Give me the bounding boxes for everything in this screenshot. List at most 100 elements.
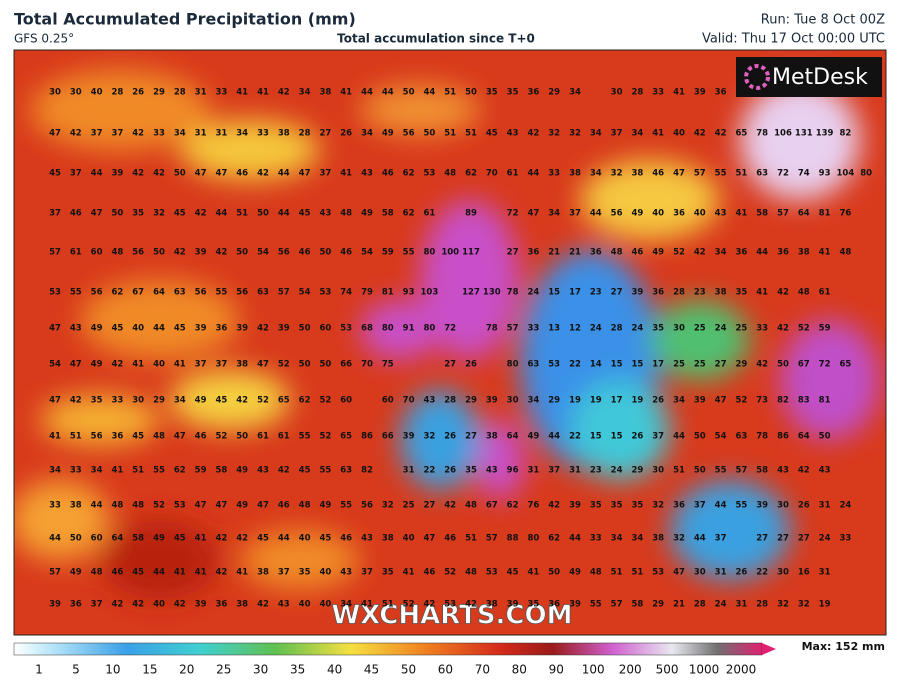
grid-value: 41 (340, 169, 352, 179)
grid-value: 74 (340, 288, 352, 298)
grid-value: 39 (694, 396, 706, 406)
colorbar-label: 30 (253, 663, 268, 677)
grid-value: 24 (527, 288, 539, 298)
grid-value: 46 (195, 432, 207, 442)
grid-value: 43 (715, 209, 727, 219)
subtitle: Total accumulation since T+0 (337, 32, 535, 46)
grid-value: 30 (70, 88, 82, 98)
grid-value: 34 (590, 129, 602, 139)
grid-value: 64 (798, 209, 810, 219)
grid-value: 60 (91, 534, 103, 544)
grid-value: 47 (423, 534, 435, 544)
grid-value: 42 (174, 600, 186, 610)
grid-value: 43 (486, 466, 498, 476)
grid-value: 46 (423, 568, 435, 578)
grid-value: 27 (715, 360, 727, 370)
grid-value: 57 (49, 248, 61, 258)
grid-value: 43 (777, 466, 789, 476)
grid-value: 34 (299, 88, 311, 98)
grid-value: 61 (819, 288, 831, 298)
grid-value: 40 (299, 534, 311, 544)
grid-value: 47 (673, 169, 685, 179)
grid-value: 39 (111, 169, 123, 179)
grid-value: 76 (527, 501, 539, 511)
grid-value: 38 (715, 288, 727, 298)
grid-value: 53 (174, 501, 186, 511)
grid-value: 59 (819, 324, 831, 334)
grid-value: 72 (819, 360, 831, 370)
grid-value: 21 (673, 600, 685, 610)
grid-value: 38 (652, 534, 664, 544)
grid-value: 83 (798, 396, 810, 406)
grid-value: 24 (590, 324, 602, 334)
grid-value: 33 (590, 534, 602, 544)
grid-value: 36 (527, 88, 539, 98)
grid-value: 44 (569, 534, 581, 544)
grid-value: 45 (215, 396, 227, 406)
grid-value: 34 (631, 129, 643, 139)
colorbar-label: 100 (582, 663, 605, 677)
grid-value: 31 (569, 466, 581, 476)
grid-value: 57 (777, 209, 789, 219)
grid-value: 40 (153, 360, 165, 370)
grid-value: 25 (735, 324, 747, 334)
grid-value: 36 (590, 248, 602, 258)
grid-value: 43 (278, 600, 290, 610)
grid-value: 30 (673, 324, 685, 334)
grid-value: 36 (527, 248, 539, 258)
grid-value: 47 (257, 360, 269, 370)
grid-value: 41 (111, 466, 123, 476)
grid-value: 31 (403, 466, 415, 476)
grid-value: 49 (70, 568, 82, 578)
grid-value: 42 (257, 324, 269, 334)
grid-value: 78 (507, 288, 519, 298)
grid-value: 45 (299, 466, 311, 476)
grid-value: 80 (423, 324, 435, 334)
grid-value: 51 (236, 209, 248, 219)
grid-value: 27 (319, 129, 331, 139)
grid-value: 26 (340, 129, 352, 139)
grid-value: 86 (361, 432, 373, 442)
grid-value: 32 (153, 209, 165, 219)
grid-value: 41 (132, 360, 144, 370)
grid-value: 15 (631, 360, 643, 370)
grid-value: 49 (195, 396, 207, 406)
grid-value: 80 (860, 169, 872, 179)
grid-value: 33 (215, 88, 227, 98)
grid-value: 46 (70, 209, 82, 219)
grid-value: 33 (49, 501, 61, 511)
grid-value: 42 (278, 88, 290, 98)
grid-value: 41 (236, 88, 248, 98)
grid-value: 29 (153, 396, 165, 406)
grid-value: 78 (756, 432, 768, 442)
grid-value: 127 (462, 288, 480, 298)
grid-value: 52 (403, 600, 415, 610)
grid-value: 50 (319, 248, 331, 258)
grid-value: 45 (174, 209, 186, 219)
grid-value: 41 (361, 600, 373, 610)
grid-value: 44 (278, 209, 290, 219)
grid-value: 48 (340, 209, 352, 219)
grid-value: 58 (631, 600, 643, 610)
grid-value: 47 (257, 501, 269, 511)
grid-value: 42 (215, 248, 227, 258)
grid-value: 63 (257, 288, 269, 298)
grid-value: 33 (548, 169, 560, 179)
grid-value: 42 (236, 396, 248, 406)
grid-value: 35 (735, 288, 747, 298)
grid-value: 44 (361, 88, 373, 98)
grid-value: 38 (382, 534, 394, 544)
grid-value: 22 (756, 568, 768, 578)
grid-value: 58 (132, 534, 144, 544)
grid-value: 40 (91, 88, 103, 98)
grid-value: 44 (278, 534, 290, 544)
grid-value: 57 (49, 568, 61, 578)
grid-value: 30 (652, 466, 664, 476)
grid-value: 21 (569, 248, 581, 258)
grid-value: 39 (278, 324, 290, 334)
grid-value: 49 (91, 324, 103, 334)
grid-value: 44 (527, 169, 539, 179)
grid-value: 37 (319, 169, 331, 179)
grid-value: 24 (819, 534, 831, 544)
colorbar-label: 500 (656, 663, 679, 677)
